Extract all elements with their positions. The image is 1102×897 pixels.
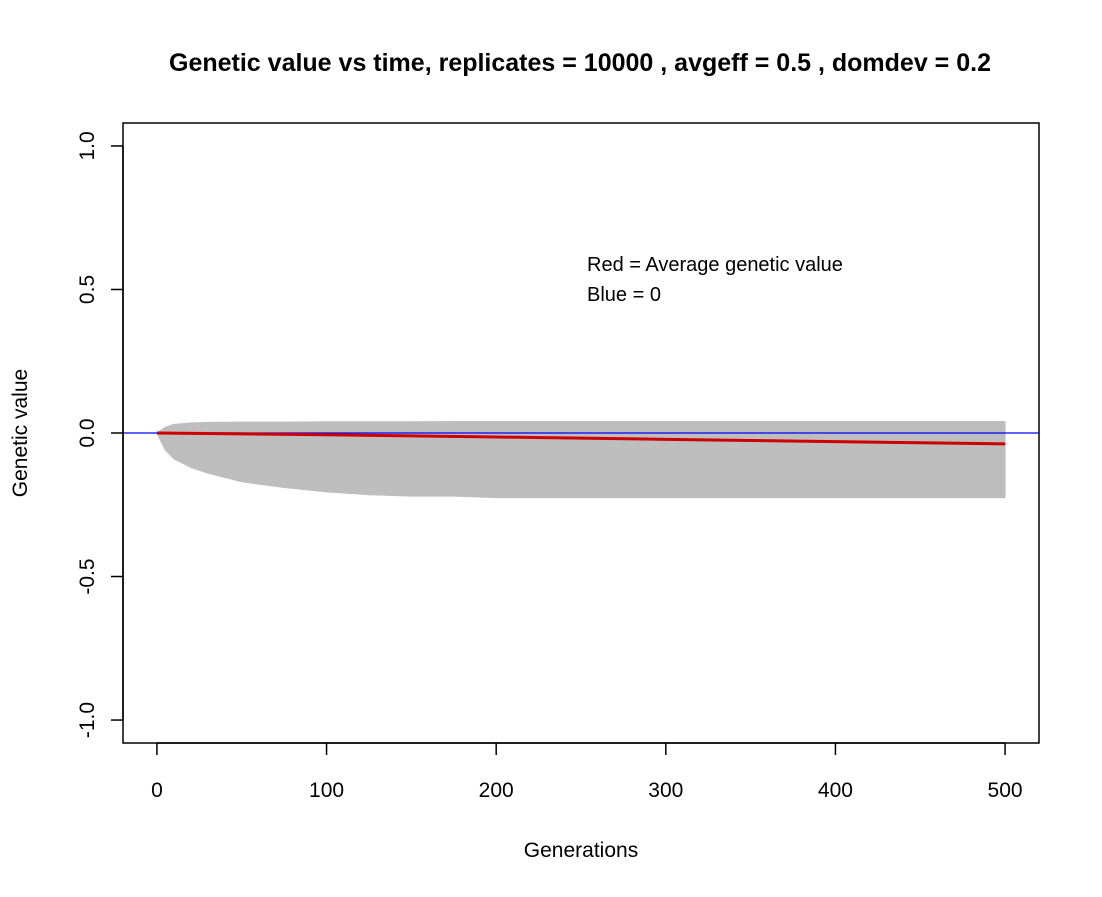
y-tick-label: 1.0	[76, 131, 99, 160]
y-axis: -1.0 -0.5 0.0 0.5 1.0	[76, 131, 124, 738]
y-axis-label: Genetic value	[9, 369, 32, 497]
legend-annotation-blue: Blue = 0	[587, 284, 661, 306]
x-tick-label: 300	[648, 779, 683, 802]
legend-annotation-red: Red = Average genetic value	[587, 254, 843, 276]
chart-title: Genetic value vs time, replicates = 1000…	[169, 49, 991, 77]
y-tick-label: -1.0	[76, 702, 99, 738]
x-axis-label: Generations	[524, 839, 638, 862]
average-line	[156, 431, 1006, 446]
x-tick-label: 500	[988, 779, 1023, 802]
plot-area	[123, 421, 1039, 499]
x-tick-label: 200	[479, 779, 514, 802]
x-tick-label: 0	[151, 779, 163, 802]
x-axis: 0 100 200 300 400 500	[151, 742, 1023, 802]
x-tick-label: 100	[309, 779, 344, 802]
y-tick-label: -0.5	[76, 558, 99, 594]
x-tick-label: 400	[818, 779, 853, 802]
y-tick-label: 0.5	[76, 275, 99, 304]
y-tick-label: 0.0	[76, 418, 99, 447]
